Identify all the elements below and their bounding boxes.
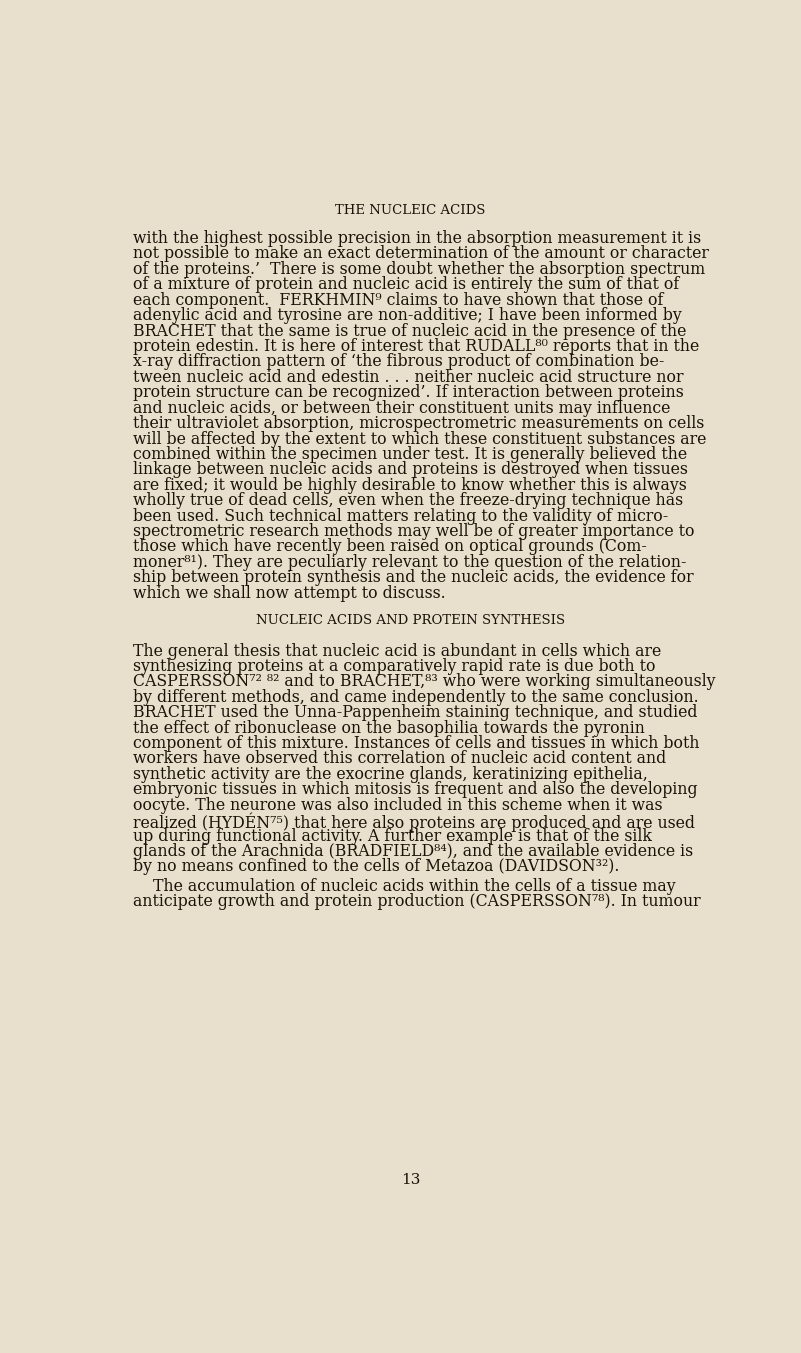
Text: which we shall now attempt to discuss.: which we shall now attempt to discuss. — [133, 584, 445, 602]
Text: The accumulation of nucleic acids within the cells of a tissue may: The accumulation of nucleic acids within… — [133, 878, 676, 894]
Text: not possible to make an exact determination of the amount or character: not possible to make an exact determinat… — [133, 245, 709, 262]
Text: been used. Such technical matters relating to the validity of micro-: been used. Such technical matters relati… — [133, 507, 668, 525]
Text: each component.  FERKHMIN⁹ claims to have shown that those of: each component. FERKHMIN⁹ claims to have… — [133, 292, 663, 308]
Text: wholly true of dead cells, even when the freeze-drying technique has: wholly true of dead cells, even when the… — [133, 492, 683, 509]
Text: ship between protein synthesis and the nucleic acids, the evidence for: ship between protein synthesis and the n… — [133, 570, 694, 586]
Text: adenylic acid and tyrosine are non-additive; I have been informed by: adenylic acid and tyrosine are non-addit… — [133, 307, 682, 325]
Text: by different methods, and came independently to the same conclusion.: by different methods, and came independe… — [133, 689, 698, 706]
Text: BRACHET that the same is true of nucleic acid in the presence of the: BRACHET that the same is true of nucleic… — [133, 322, 686, 340]
Text: synthetic activity are the exocrine glands, keratinizing epithelia,: synthetic activity are the exocrine glan… — [133, 766, 648, 783]
Text: moner⁸¹). They are peculiarly relevant to the question of the relation-: moner⁸¹). They are peculiarly relevant t… — [133, 553, 686, 571]
Text: BRACHET used the Unna-Pappenheim staining technique, and studied: BRACHET used the Unna-Pappenheim stainin… — [133, 704, 698, 721]
Text: and nucleic acids, or between their constituent units may influence: and nucleic acids, or between their cons… — [133, 399, 670, 417]
Text: oocyte. The neurone was also included in this scheme when it was: oocyte. The neurone was also included in… — [133, 797, 662, 813]
Text: NUCLEIC ACIDS AND PROTEIN SYNTHESIS: NUCLEIC ACIDS AND PROTEIN SYNTHESIS — [256, 614, 565, 626]
Text: 13: 13 — [400, 1173, 421, 1187]
Text: their ultraviolet absorption, microspectrometric measurements on cells: their ultraviolet absorption, microspect… — [133, 415, 704, 432]
Text: will be affected by the extent to which these constituent substances are: will be affected by the extent to which … — [133, 430, 706, 448]
Text: embryonic tissues in which mitosis is frequent and also the developing: embryonic tissues in which mitosis is fr… — [133, 781, 698, 798]
Text: of the proteins.’  There is some doubt whether the absorption spectrum: of the proteins.’ There is some doubt wh… — [133, 261, 705, 277]
Text: are fixed; it would be highly desirable to know whether this is always: are fixed; it would be highly desirable … — [133, 476, 686, 494]
Text: protein structure can be recognized’. If interaction between proteins: protein structure can be recognized’. If… — [133, 384, 684, 402]
Text: up during functional activity. A further example is that of the silk: up during functional activity. A further… — [133, 828, 652, 844]
Text: realized (HYDÉN⁷⁵) that here also proteins are produced and are used: realized (HYDÉN⁷⁵) that here also protei… — [133, 812, 695, 832]
Text: the effect of ribonuclease on the basophilia towards the pyronin: the effect of ribonuclease on the basoph… — [133, 720, 645, 736]
Text: workers have observed this correlation of nucleic acid content and: workers have observed this correlation o… — [133, 751, 666, 767]
Text: component of this mixture. Instances of cells and tissues in which both: component of this mixture. Instances of … — [133, 735, 699, 752]
Text: tween nucleic acid and edestin . . . neither nucleic acid structure nor: tween nucleic acid and edestin . . . nei… — [133, 369, 683, 386]
Text: x-ray diffraction pattern of ‘the fibrous product of combination be-: x-ray diffraction pattern of ‘the fibrou… — [133, 353, 664, 371]
Text: glands of the Arachnida (BRADFIELD⁸⁴), and the available evidence is: glands of the Arachnida (BRADFIELD⁸⁴), a… — [133, 843, 693, 861]
Text: protein edestin. It is here of interest that RUDALL⁸⁰ reports that in the: protein edestin. It is here of interest … — [133, 338, 699, 354]
Text: linkage between nucleic acids and proteins is destroyed when tissues: linkage between nucleic acids and protei… — [133, 461, 688, 479]
Text: those which have recently been raised on optical grounds (Com-: those which have recently been raised on… — [133, 538, 647, 556]
Text: combined within the specimen under test. It is generally believed the: combined within the specimen under test.… — [133, 446, 687, 463]
Text: anticipate growth and protein production (CASPERSSON⁷⁸). In tumour: anticipate growth and protein production… — [133, 893, 701, 911]
Text: CASPERSSON⁷² ⁸² and to BRACHET,⁸³ who were working simultaneously: CASPERSSON⁷² ⁸² and to BRACHET,⁸³ who we… — [133, 674, 715, 690]
Text: The general thesis that nucleic acid is abundant in cells which are: The general thesis that nucleic acid is … — [133, 643, 662, 659]
Text: of a mixture of protein and nucleic acid is entirely the sum of that of: of a mixture of protein and nucleic acid… — [133, 276, 679, 294]
Text: with the highest possible precision in the absorption measurement it is: with the highest possible precision in t… — [133, 230, 701, 248]
Text: THE NUCLEIC ACIDS: THE NUCLEIC ACIDS — [336, 204, 485, 216]
Text: spectrometric research methods may well be of greater importance to: spectrometric research methods may well … — [133, 524, 694, 540]
Text: synthesizing proteins at a comparatively rapid rate is due both to: synthesizing proteins at a comparatively… — [133, 658, 655, 675]
Text: by no means confined to the cells of Metazoa (DAVIDSON³²).: by no means confined to the cells of Met… — [133, 858, 619, 875]
